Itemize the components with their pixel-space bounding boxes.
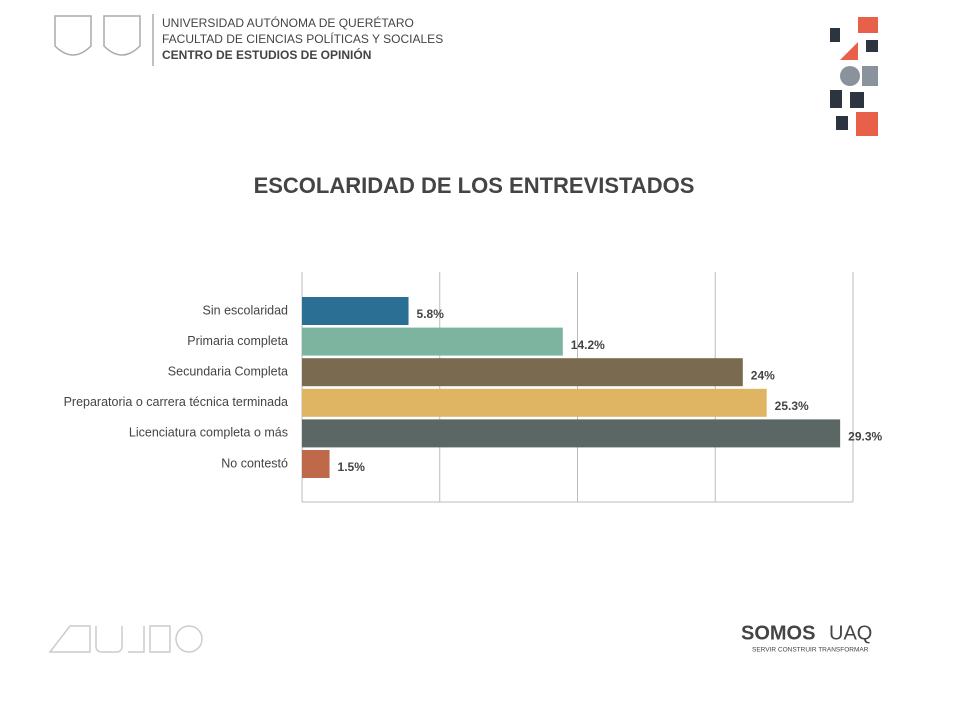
value-label: 1.5% (338, 460, 366, 474)
y-tick-label: Preparatoria o carrera técnica terminada (64, 395, 288, 409)
y-tick-label: Licenciatura completa o más (129, 426, 288, 440)
bar (302, 388, 767, 417)
value-label: 29.3% (848, 430, 882, 444)
value-label: 5.8% (417, 307, 445, 321)
y-tick-label: Secundaria Completa (168, 364, 288, 378)
tagline: SERVIR CONSTRUIR TRANSFORMAR (752, 647, 869, 654)
brand: UAQ (829, 622, 872, 644)
header-line: UNIVERSIDAD AUTÓNOMA DE QUERÉTARO (162, 15, 414, 30)
value-label: 14.2% (571, 338, 605, 352)
value-label: 24% (751, 368, 775, 382)
bar (302, 419, 841, 448)
y-tick-label: No contestó (221, 456, 288, 470)
header-line: CENTRO DE ESTUDIOS DE OPINIÓN (162, 47, 371, 62)
footer-glyphs (48, 625, 203, 653)
y-tick-label: Sin escolaridad (203, 303, 289, 317)
bar (302, 327, 563, 356)
value-label: 25.3% (775, 399, 809, 413)
uni-logos (54, 14, 154, 66)
chart-title: ESCOLARIDAD DE LOS ENTREVISTADOS (254, 173, 695, 198)
brand-mosaic (830, 17, 878, 136)
bar (302, 358, 743, 387)
brand-bold: SOMOS (741, 622, 815, 644)
bar (302, 297, 409, 325)
y-tick-label: Primaria completa (187, 334, 288, 348)
header-line: FACULTAD DE CIENCIAS POLÍTICAS Y SOCIALE… (162, 31, 443, 46)
bar (302, 450, 330, 478)
